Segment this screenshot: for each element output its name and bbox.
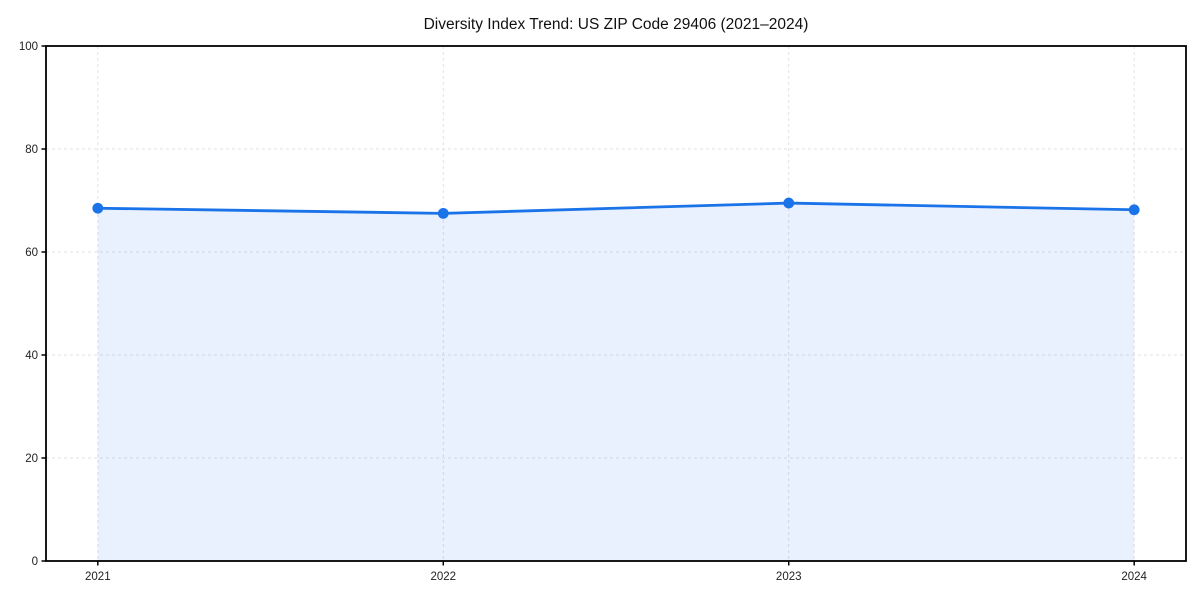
y-tick-label: 40 xyxy=(25,350,38,362)
axis-spines xyxy=(45,45,1187,562)
area-fill xyxy=(97,203,1135,561)
y-tick-label: 60 xyxy=(25,247,38,259)
plot-area: 0 20 40 60 80 100 2021 2022 2023 2024 xyxy=(19,41,1187,583)
y-tick-label: 0 xyxy=(32,556,38,568)
x-tick-label: 2022 xyxy=(430,571,456,583)
data-point-marker xyxy=(437,207,449,219)
data-point-marker xyxy=(1128,204,1140,216)
x-tick-label: 2021 xyxy=(85,571,111,583)
data-point-marker xyxy=(92,202,104,214)
y-tick-label: 20 xyxy=(25,453,38,465)
trend-line xyxy=(96,201,1136,215)
y-tick-label: 80 xyxy=(25,144,38,156)
x-tick-label: 2023 xyxy=(776,571,802,583)
data-point-marker xyxy=(783,197,795,209)
y-tick-label: 100 xyxy=(19,41,38,53)
chart-title: Diversity Index Trend: US ZIP Code 29406… xyxy=(424,16,809,33)
x-tick-label: 2024 xyxy=(1121,571,1147,583)
